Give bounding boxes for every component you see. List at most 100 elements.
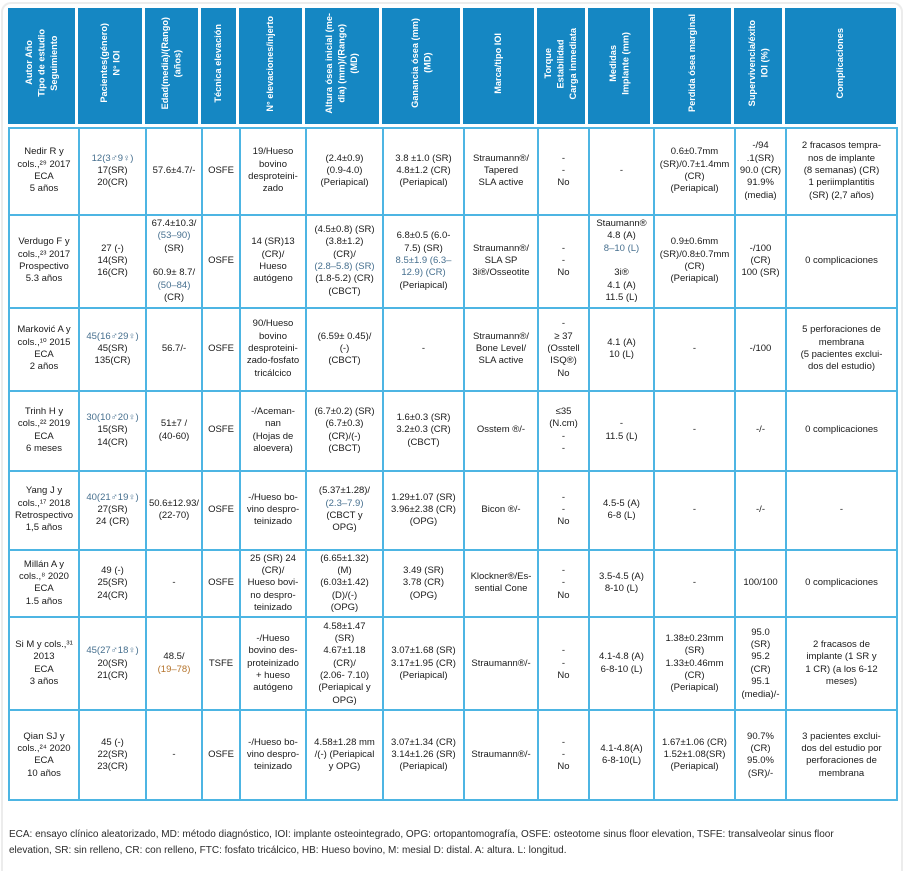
- table-cell: 56.7/-: [145, 306, 203, 392]
- cell-line: (CR): [163, 291, 185, 303]
- table-cell: -: [588, 126, 655, 216]
- cell-line: 5 años: [29, 183, 59, 195]
- table-cell: OSFE: [201, 389, 241, 472]
- cell-line: 23(CR): [97, 761, 128, 773]
- cell-line: dos del estudio por: [801, 742, 882, 754]
- cell-line: (CBCT): [328, 355, 361, 367]
- cell-line: 57.6±4.7/-: [152, 164, 196, 176]
- cell-line: 51±7 /: [160, 418, 188, 430]
- table-cell: -: [653, 389, 736, 472]
- table-cell: Nedir R y cols.,²⁹ 2017 ECA 5 años: [8, 126, 80, 216]
- table-cell: Straumann®/-: [463, 616, 539, 712]
- cell-line: autógeno: [253, 682, 293, 694]
- cell-line: -: [561, 442, 566, 454]
- cell-line: (2.8–5.8) (SR): [314, 261, 375, 273]
- cell-line: 20(CR): [97, 177, 128, 189]
- table-cell: -/100 (CR) 100 (SR): [734, 213, 787, 309]
- cell-line: ECA: [34, 663, 54, 675]
- cell-line: (6.03±1.42): [320, 577, 369, 589]
- cell-line: 2 fracasos tempra-: [801, 140, 882, 152]
- table-cell: 2 fracasos tempra-nos de implante (8 sema…: [785, 126, 898, 216]
- cell-line: 19/Hueso: [252, 146, 294, 158]
- cell-line: (CR)/: [333, 248, 356, 260]
- column-header: Autor Año Tipo de estudio Seguimiento: [8, 8, 78, 124]
- table-cell: 30(10♂20♀) 15(SR) 14(CR): [78, 389, 147, 472]
- table-cell: - - No: [537, 469, 590, 551]
- cell-line: (Hojas de: [252, 430, 294, 442]
- table-row: Nedir R y cols.,²⁹ 2017 ECA 5 años 12(3♂9♀) 1…: [8, 126, 898, 216]
- cell-line: ECA: [34, 583, 54, 595]
- cell-line: Klockner®/Es-: [470, 571, 532, 583]
- cell-line: (2.3–7.9): [325, 497, 364, 509]
- cell-line: (40-60): [158, 430, 190, 442]
- cell-line: 0.9±0.6mm: [670, 236, 719, 248]
- cell-line: 4.1-4.8(A): [600, 742, 643, 754]
- table-cell: 50.6±12.93/(22-70): [145, 469, 203, 551]
- cell-line: 45(27♂18♀): [86, 645, 139, 657]
- cell-line: (19–78): [157, 663, 191, 675]
- cell-line: (CR): [684, 261, 705, 273]
- table-cell: -/94.1(SR) 90.0 (CR) 91.9% (media): [734, 126, 787, 216]
- cell-line: 20(SR): [97, 657, 128, 669]
- cell-line: -/94: [752, 140, 769, 152]
- cell-line: 11.5 (L): [605, 430, 638, 442]
- table-cell: 57.6±4.7/-: [145, 126, 203, 216]
- cell-line: (OPG): [409, 589, 438, 601]
- cell-line: Millán A y: [23, 558, 65, 570]
- cell-line: 10 años: [27, 767, 61, 779]
- cell-line: (Periapical): [320, 177, 369, 189]
- table-cell: - - No: [537, 548, 590, 619]
- cell-line: -: [561, 242, 566, 254]
- cell-line: 12(3♂9♀): [91, 152, 134, 164]
- table-cell: 0 complicaciones: [785, 548, 898, 619]
- table-cell: 3.49 (SR) 3.78 (CR) (OPG): [382, 548, 465, 619]
- column-header: Torque Estabilidad Carga inmediata: [537, 8, 588, 124]
- cell-line: OSFE: [208, 749, 234, 761]
- table-cell: Klockner®/Es-sential Cone: [463, 548, 539, 619]
- cell-line: -: [172, 577, 176, 589]
- cell-line: (CBCT y: [326, 510, 363, 522]
- cell-line: 24(CR): [97, 589, 128, 601]
- column-header-label: Edad(media)/(Rango) (años): [160, 17, 183, 110]
- cell-line: Bicon ®/-: [481, 503, 521, 515]
- table-cell: 51±7 /(40-60): [145, 389, 203, 472]
- cell-line: vino despro-: [246, 503, 300, 515]
- cell-line: 3 años: [29, 676, 59, 688]
- cell-line: 5.3 años: [25, 273, 63, 285]
- cell-line: ≤35: [555, 405, 572, 417]
- cell-line: 60.9± 8.7/: [152, 267, 196, 279]
- cell-line: 27 (-): [101, 242, 124, 254]
- table-cell: 19/Hueso bovino desproteini-zado: [239, 126, 307, 216]
- cell-line: -: [619, 418, 624, 430]
- table-cell: 5 perforaciones de membrana (5 pacientes e…: [785, 306, 898, 392]
- column-header-label: Perdida ósea marginal: [686, 14, 697, 113]
- table-row: Qian SJ y cols.,²⁴ 2020 ECA 10 años 45 (-) 22…: [8, 709, 898, 802]
- table-cell: -/-: [734, 469, 787, 551]
- cell-line: 3.8 ±1.0 (SR): [395, 152, 452, 164]
- cell-line: ≥ 37: [554, 330, 573, 342]
- cell-line: vino despro-: [246, 749, 300, 761]
- cell-line: -/-: [756, 424, 765, 436]
- cell-line: Trinh H y: [24, 405, 64, 417]
- cell-line: 6-8 (L): [607, 510, 636, 522]
- table-cell: Straumann®/Tapered SLA active: [463, 126, 539, 216]
- cell-line: -: [561, 254, 566, 266]
- cell-line: -/Aceman-: [251, 405, 295, 417]
- cell-line: 1.29±1.07 (SR): [391, 491, 456, 503]
- cell-line: (SR): [334, 632, 355, 644]
- table-cell: Bicon ®/-: [463, 469, 539, 551]
- cell-line: desproteini-: [248, 171, 298, 183]
- cell-line: meses): [825, 676, 858, 688]
- cell-line: OSFE: [208, 164, 234, 176]
- cell-line: 90.0 (CR): [739, 164, 782, 176]
- cell-line: No: [557, 177, 570, 189]
- cell-line: membrana: [818, 767, 865, 779]
- cell-line: (6.59± 0.45)/: [317, 330, 372, 342]
- cell-line: zado: [262, 183, 284, 195]
- table-cell: Millán A y cols.,⁸ 2020 ECA 1.5 años: [8, 548, 80, 619]
- cell-line: Tapered: [483, 164, 519, 176]
- table-cell: -: [145, 709, 203, 802]
- column-header: N° elevaciones/injerto: [239, 8, 305, 124]
- cell-line: Verdugo F y: [18, 236, 70, 248]
- table-row: Yang J y cols.,¹⁷ 2018 Retrospectivo 1,5 añ…: [8, 469, 898, 551]
